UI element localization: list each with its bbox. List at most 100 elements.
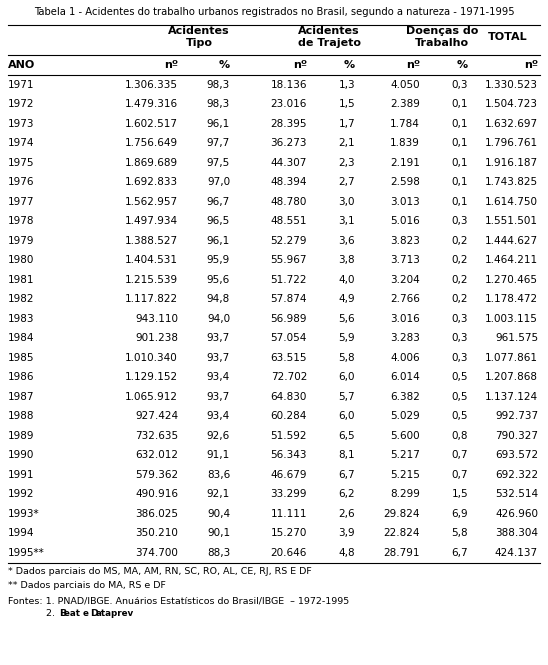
Text: 2,1: 2,1: [338, 138, 355, 148]
Text: 6.382: 6.382: [390, 392, 420, 402]
Text: 1974: 1974: [8, 138, 35, 148]
Text: 96,5: 96,5: [207, 216, 230, 226]
Text: 3,1: 3,1: [338, 216, 355, 226]
Text: 1.614.750: 1.614.750: [485, 197, 538, 207]
Text: 1.916.187: 1.916.187: [485, 158, 538, 168]
Text: 0,3: 0,3: [452, 333, 468, 343]
Text: 0,2: 0,2: [452, 294, 468, 305]
Text: 93,7: 93,7: [207, 352, 230, 362]
Text: Acidentes
Tipo: Acidentes Tipo: [168, 26, 230, 48]
Text: 1.839: 1.839: [390, 138, 420, 148]
Text: 2.191: 2.191: [390, 158, 420, 168]
Text: 1995**: 1995**: [8, 548, 45, 558]
Text: 1,5: 1,5: [338, 99, 355, 109]
Text: 51.592: 51.592: [271, 431, 307, 441]
Text: 1.632.697: 1.632.697: [485, 119, 538, 129]
Text: 1.404.531: 1.404.531: [125, 255, 178, 265]
Text: 0,3: 0,3: [452, 352, 468, 362]
Text: 0,1: 0,1: [452, 99, 468, 109]
Text: 6,5: 6,5: [338, 431, 355, 441]
Text: 0,5: 0,5: [452, 372, 468, 382]
Text: 0,3: 0,3: [452, 80, 468, 90]
Text: 1.306.335: 1.306.335: [125, 80, 178, 90]
Text: 0,1: 0,1: [452, 197, 468, 207]
Text: 1.215.539: 1.215.539: [125, 275, 178, 285]
Text: 18.136: 18.136: [271, 80, 307, 90]
Text: 0,2: 0,2: [452, 236, 468, 246]
Text: 98,3: 98,3: [207, 99, 230, 109]
Text: 3.713: 3.713: [390, 255, 420, 265]
Text: 693.572: 693.572: [495, 450, 538, 460]
Text: 2.598: 2.598: [390, 178, 420, 188]
Text: 2.389: 2.389: [390, 99, 420, 109]
Text: 1.129.152: 1.129.152: [125, 372, 178, 382]
Text: 1.796.761: 1.796.761: [485, 138, 538, 148]
Text: 1.692.833: 1.692.833: [125, 178, 178, 188]
Text: 1994: 1994: [8, 528, 35, 538]
Text: 692.322: 692.322: [495, 469, 538, 479]
Text: 1.756.649: 1.756.649: [125, 138, 178, 148]
Text: 93,7: 93,7: [207, 333, 230, 343]
Text: 2.: 2.: [46, 610, 58, 618]
Text: 3.016: 3.016: [390, 314, 420, 324]
Text: 1985: 1985: [8, 352, 35, 362]
Text: 2,7: 2,7: [338, 178, 355, 188]
Text: 0,5: 0,5: [452, 392, 468, 402]
Text: Acidentes
de Trajeto: Acidentes de Trajeto: [298, 26, 361, 48]
Text: 91,1: 91,1: [207, 450, 230, 460]
Text: 5.215: 5.215: [390, 469, 420, 479]
Text: 0,1: 0,1: [452, 138, 468, 148]
Text: 1980: 1980: [8, 255, 35, 265]
Text: 1977: 1977: [8, 197, 35, 207]
Text: 6,0: 6,0: [339, 372, 355, 382]
Text: 1,3: 1,3: [338, 80, 355, 90]
Text: 57.874: 57.874: [271, 294, 307, 305]
Text: %: %: [344, 60, 355, 70]
Text: 56.343: 56.343: [271, 450, 307, 460]
Text: 790.327: 790.327: [495, 431, 538, 441]
Text: 0,2: 0,2: [452, 255, 468, 265]
Text: 1986: 1986: [8, 372, 35, 382]
Text: 579.362: 579.362: [135, 469, 178, 479]
Text: 6,0: 6,0: [339, 411, 355, 421]
Text: 95,6: 95,6: [207, 275, 230, 285]
Text: 93,4: 93,4: [207, 411, 230, 421]
Text: 20.646: 20.646: [271, 548, 307, 558]
Text: 901.238: 901.238: [135, 333, 178, 343]
Text: 1.330.523: 1.330.523: [485, 80, 538, 90]
Text: ataprev: ataprev: [96, 610, 134, 618]
Text: 1972: 1972: [8, 99, 35, 109]
Text: 1992: 1992: [8, 489, 35, 499]
Text: 83,6: 83,6: [207, 469, 230, 479]
Text: 0,2: 0,2: [452, 275, 468, 285]
Text: 3.823: 3.823: [390, 236, 420, 246]
Text: 90,1: 90,1: [207, 528, 230, 538]
Text: 1.497.934: 1.497.934: [125, 216, 178, 226]
Text: 927.424: 927.424: [135, 411, 178, 421]
Text: nº: nº: [164, 60, 178, 70]
Text: 98,3: 98,3: [207, 80, 230, 90]
Text: 5.016: 5.016: [390, 216, 420, 226]
Text: nº: nº: [293, 60, 307, 70]
Text: 63.515: 63.515: [271, 352, 307, 362]
Text: 1987: 1987: [8, 392, 35, 402]
Text: 97,7: 97,7: [207, 138, 230, 148]
Text: 44.307: 44.307: [271, 158, 307, 168]
Text: 3,6: 3,6: [338, 236, 355, 246]
Text: 3.283: 3.283: [390, 333, 420, 343]
Text: 1973: 1973: [8, 119, 35, 129]
Text: 1.479.316: 1.479.316: [125, 99, 178, 109]
Text: 1983: 1983: [8, 314, 35, 324]
Text: 992.737: 992.737: [495, 411, 538, 421]
Text: %: %: [219, 60, 230, 70]
Text: 72.702: 72.702: [271, 372, 307, 382]
Text: 490.916: 490.916: [135, 489, 178, 499]
Text: 1.869.689: 1.869.689: [125, 158, 178, 168]
Text: 8.299: 8.299: [390, 489, 420, 499]
Text: 88,3: 88,3: [207, 548, 230, 558]
Text: 4,0: 4,0: [339, 275, 355, 285]
Text: 1.784: 1.784: [390, 119, 420, 129]
Text: 57.054: 57.054: [271, 333, 307, 343]
Text: 1.743.825: 1.743.825: [485, 178, 538, 188]
Text: 96,1: 96,1: [207, 119, 230, 129]
